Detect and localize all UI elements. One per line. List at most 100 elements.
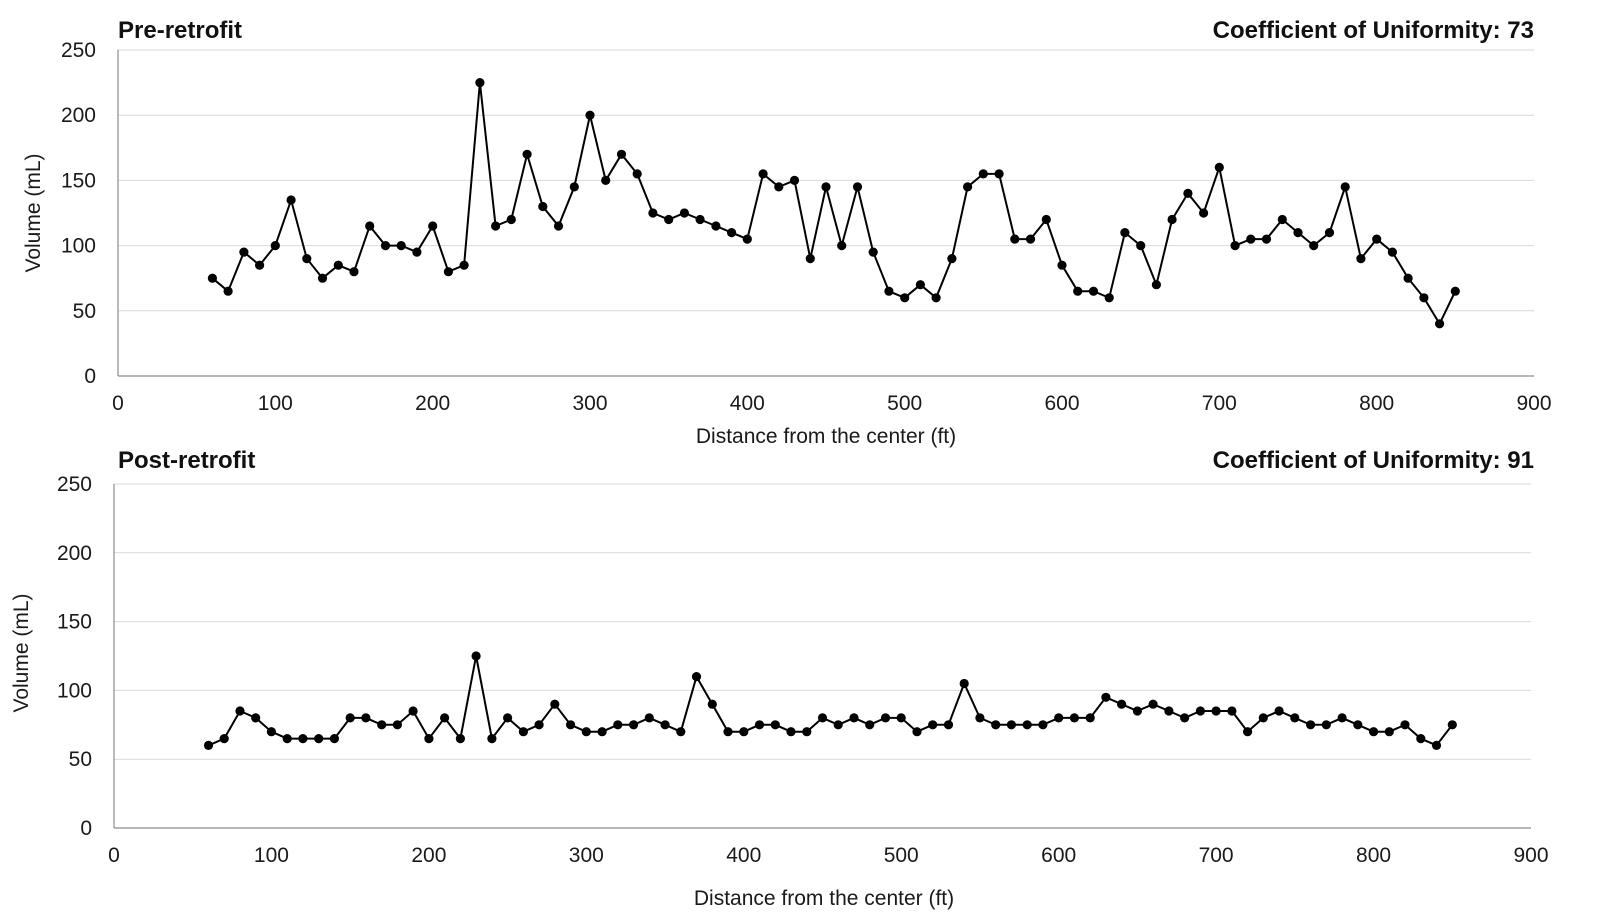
data-point [1167, 214, 1177, 225]
data-point [1010, 234, 1020, 244]
data-point [569, 182, 579, 192]
x-tick-label: 300 [572, 392, 607, 415]
y-axis-label: Volume (mL) [10, 593, 33, 712]
data-point [865, 720, 875, 730]
data-point [1227, 706, 1237, 716]
x-tick-label: 400 [726, 844, 761, 867]
data-point [333, 260, 343, 270]
y-tick-label: 0 [84, 365, 96, 388]
data-point [1180, 713, 1190, 723]
data-point [380, 241, 391, 251]
data-point [317, 273, 328, 283]
data-point [664, 214, 674, 225]
data-point [377, 720, 387, 730]
data-point [345, 713, 355, 723]
data-point [1132, 706, 1142, 716]
data-point [1073, 286, 1083, 296]
data-point [1431, 740, 1442, 751]
data-point [1199, 208, 1209, 218]
x-axis-label: Distance from the center (ft) [696, 425, 956, 448]
y-tick-label: 250 [57, 473, 92, 496]
x-tick-label: 900 [1513, 844, 1548, 867]
data-point [975, 713, 985, 723]
data-point [1085, 713, 1095, 723]
y-tick-label: 200 [61, 104, 96, 127]
data-point [868, 247, 878, 257]
data-point [758, 169, 768, 179]
data-point [1151, 280, 1161, 290]
data-point [880, 713, 891, 723]
data-point [786, 727, 796, 737]
data-point [1309, 241, 1319, 251]
data-point [538, 201, 548, 212]
data-point [1356, 254, 1366, 264]
data-point [978, 169, 988, 179]
data-point [805, 254, 815, 264]
data-point [1243, 727, 1253, 737]
data-point [550, 699, 560, 709]
data-point [207, 273, 217, 283]
y-tick-label: 100 [61, 235, 96, 258]
chart-title: Post-retrofit [118, 447, 255, 474]
data-point [931, 293, 941, 303]
data-point [1321, 720, 1331, 730]
data-point [1258, 713, 1268, 723]
x-tick-label: 800 [1359, 392, 1394, 415]
data-point [884, 286, 894, 296]
x-tick-label: 700 [1202, 392, 1237, 415]
data-point [443, 267, 453, 277]
x-tick-label: 400 [730, 392, 765, 415]
data-point [1088, 286, 1099, 296]
data-point [727, 228, 737, 238]
data-point [255, 260, 265, 270]
x-tick-label: 500 [884, 844, 919, 867]
data-point [817, 713, 828, 723]
data-point [707, 699, 717, 709]
data-point [219, 734, 229, 744]
data-point [298, 734, 308, 744]
data-point [503, 713, 513, 723]
data-point [428, 221, 438, 231]
data-point [361, 713, 371, 723]
data-point [440, 713, 450, 723]
x-tick-label: 0 [112, 392, 124, 415]
x-tick-label: 500 [887, 392, 922, 415]
data-point [302, 254, 312, 264]
data-point [616, 149, 627, 159]
data-point [1136, 241, 1146, 251]
data-point [534, 720, 544, 730]
data-point [266, 727, 276, 737]
data-point [660, 720, 670, 730]
data-point [613, 720, 623, 730]
data-point [1450, 286, 1460, 296]
data-point [392, 720, 402, 730]
data-point [239, 247, 249, 257]
uniformity-annotation: Coefficient of Uniformity: 91 [1213, 447, 1534, 474]
data-point [455, 734, 465, 744]
data-point [1340, 182, 1350, 192]
post-retrofit-chart: Post-retrofit Coefficient of Uniformity:… [10, 447, 1549, 910]
data-point [349, 267, 359, 277]
data-point [928, 720, 938, 730]
data-point [943, 720, 954, 730]
data-point [1022, 720, 1032, 730]
data-point [412, 247, 422, 257]
data-point [774, 182, 784, 192]
data-point [424, 734, 434, 744]
data-point [915, 280, 926, 290]
data-point [597, 727, 607, 737]
data-point [896, 713, 906, 723]
data-point [648, 208, 658, 218]
x-tick-label: 0 [108, 844, 120, 867]
data-point [629, 720, 639, 730]
x-tick-label: 100 [258, 392, 293, 415]
data-point [282, 734, 292, 744]
data-point [1025, 234, 1036, 244]
y-tick-label: 150 [61, 169, 96, 192]
data-point [1120, 228, 1130, 238]
data-point [1403, 273, 1413, 283]
data-point [314, 734, 324, 744]
data-point [1400, 720, 1410, 730]
data-point [632, 169, 642, 179]
